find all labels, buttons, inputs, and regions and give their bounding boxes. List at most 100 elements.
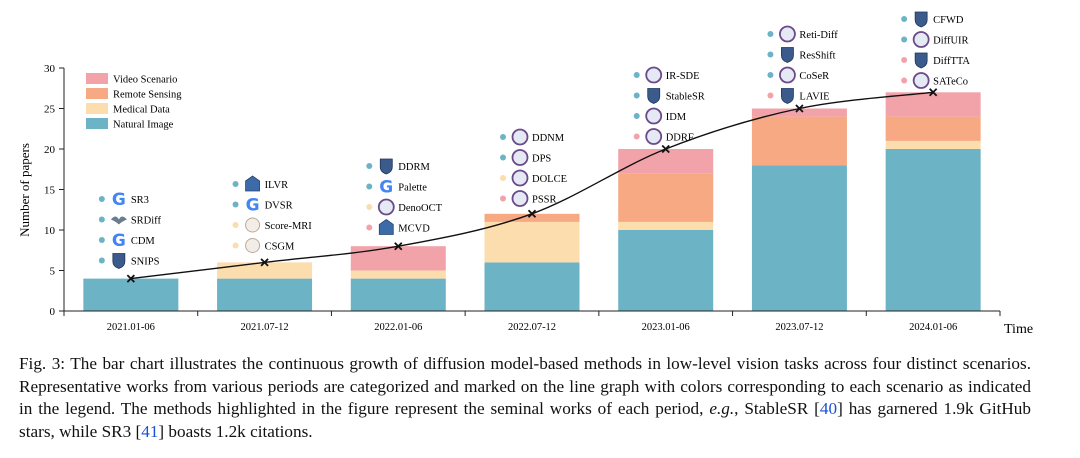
- seal-icon: [645, 66, 663, 84]
- trend-marker-2021.01-06: [126, 274, 135, 283]
- circle-icon: [245, 238, 261, 253]
- annotation-group-2021.07-12: ILVR G DVSR Score-MRI CSGM: [232, 175, 313, 253]
- method-label-dps: DPS: [532, 154, 551, 165]
- bar-natural-image-2022.01-06: [350, 278, 446, 311]
- citation-link-40[interactable]: 40: [819, 399, 838, 418]
- method-label-score-mri: Score-MRI: [265, 221, 313, 232]
- method-label-dvsr: DVSR: [265, 201, 293, 212]
- annotations-layer: G SR3 SRDiff G CDM SNIPS ILVR G DVSR Score-MRI CSG…: [98, 11, 970, 269]
- trend-marker-2024.01-06: [929, 88, 938, 97]
- caption-text-3: ] has garnered 1.9k GitHub stars, while …: [19, 399, 1031, 441]
- x-tick-label-2021.07-12: 2021.07-12: [241, 322, 289, 333]
- y-tick-label-15: 15: [44, 185, 56, 197]
- google-icon: G: [246, 196, 260, 216]
- legend-label-video: Video Scenario: [113, 75, 177, 86]
- method-label-ir-sde: IR-SDE: [666, 71, 700, 82]
- bars-layer: [83, 92, 981, 311]
- method-dot-srdiff: [98, 216, 105, 223]
- method-label-cfwd: CFWD: [933, 15, 964, 26]
- method-label-reti-diff: Reti-Diff: [799, 30, 838, 41]
- method-label-sateco: SATeCo: [933, 77, 968, 88]
- seal-icon: [511, 190, 529, 207]
- method-label-lavie: LAVIE: [799, 92, 829, 103]
- bar-natural-image-2021.01-06: [83, 278, 179, 311]
- method-label-dolce: DOLCE: [532, 174, 567, 185]
- citation-link-41[interactable]: 41: [141, 421, 159, 441]
- method-label-cdm: CDM: [131, 236, 156, 247]
- method-label-mcvd: MCVD: [398, 224, 430, 235]
- annotation-group-2023.07-12: Reti-Diff ResShift CoSeR LAVIE: [767, 25, 838, 104]
- bar-medical-data-2022.07-12: [484, 221, 580, 263]
- method-label-srdiff: SRDiff: [131, 216, 162, 227]
- method-dot-difftta: [901, 57, 908, 63]
- y-axis-title: Number of papers: [17, 143, 32, 237]
- trend-marker-2023.01-06: [661, 144, 670, 154]
- method-dot-denooct: [366, 204, 373, 210]
- trend-marker-2022.07-12: [527, 209, 537, 218]
- method-dot-diffuir: [901, 36, 908, 43]
- seal-icon: [779, 25, 796, 43]
- legend-swatch-remote: [86, 88, 108, 99]
- bar-remote-sensing-2023.01-06: [618, 173, 714, 222]
- method-label-sr3: SR3: [131, 195, 149, 206]
- method-dot-reti-diff: [767, 31, 774, 37]
- axes-layer: 0 5 10 15 20 25 30 2021.01-06 2021.07-12 2022.01-…: [44, 63, 1001, 333]
- annotation-group-2022.07-12: DDNM DPS DOLCE PSSR: [500, 128, 567, 207]
- y-tick-label-0: 0: [50, 306, 56, 318]
- x-tick-label-2022.01-06: 2022.01-06: [374, 322, 422, 333]
- google-icon: G: [112, 231, 126, 251]
- method-dot-ddnm: [500, 134, 506, 140]
- y-tick-label-10: 10: [44, 225, 56, 237]
- bird-icon: [110, 216, 127, 225]
- method-dot-cfwd: [901, 16, 908, 22]
- trend-marker-2021.07-12: [260, 258, 269, 267]
- shield-icon: [781, 47, 794, 63]
- method-dot-ddrf: [633, 133, 640, 140]
- method-dot-score-mri: [232, 222, 239, 228]
- y-tick-label-30: 30: [44, 63, 56, 75]
- method-dot-idm: [633, 113, 640, 119]
- shield-icon: [914, 11, 928, 28]
- google-icon: G: [379, 178, 393, 198]
- bar-medical-data-2024.01-06: [885, 140, 981, 149]
- x-tick-label-2024.01-06: 2024.01-06: [909, 322, 957, 333]
- method-label-ddnm: DDNM: [532, 133, 565, 144]
- seal-icon: [377, 198, 395, 216]
- seal-icon: [511, 149, 529, 166]
- method-label-coser: CoSeR: [799, 71, 829, 82]
- annotation-group-2023.01-06: IR-SDE StableSR IDM DDRF: [633, 66, 705, 145]
- legend-swatch-natural: [86, 118, 108, 129]
- bar-natural-image-2022.07-12: [484, 262, 580, 311]
- shield-icon: [647, 88, 661, 104]
- seal-icon: [912, 31, 930, 48]
- legend-label-medical: Medical Data: [113, 105, 170, 116]
- method-label-resshift: ResShift: [799, 51, 835, 62]
- legend-swatch-video: [86, 73, 108, 84]
- bar-medical-data-2021.07-12: [217, 262, 313, 279]
- method-label-snips: SNIPS: [131, 257, 160, 268]
- bar-medical-data-2023.01-06: [618, 221, 714, 230]
- caption-text-1: The bar chart illustrates the continuous…: [19, 354, 1031, 418]
- method-dot-snips: [98, 257, 105, 264]
- method-dot-resshift: [767, 51, 774, 58]
- caption-text-4: ] boasts 1.2k citations.: [158, 421, 313, 441]
- method-dot-csgm: [232, 242, 239, 249]
- caption-paragraph: Fig. 3: The bar chart illustrates the co…: [19, 353, 1031, 443]
- annotation-group-2024.01-06: CFWD DiffUIR DiffTTA SATeCo: [901, 11, 970, 89]
- seal-icon: [511, 128, 529, 146]
- bar-remote-sensing-2023.07-12: [751, 116, 847, 166]
- seal-icon: [779, 66, 796, 84]
- method-dot-cdm: [98, 237, 105, 243]
- x-tick-label-2023.07-12: 2023.07-12: [775, 322, 823, 333]
- bar-natural-image-2023.01-06: [618, 230, 714, 311]
- method-label-ddrf: DDRF: [666, 133, 694, 144]
- method-dot-dolce: [500, 175, 506, 181]
- annotation-group-2022.01-06: DDRM G Palette DenoOCT MCVD: [366, 158, 443, 235]
- y-tick-label-25: 25: [44, 104, 56, 116]
- seal-icon: [645, 128, 663, 145]
- caption-fig-label: Fig. 3:: [19, 354, 66, 373]
- shield-icon: [914, 52, 928, 69]
- bar-remote-sensing-2022.07-12: [484, 213, 580, 222]
- method-label-stablesr: StableSR: [666, 92, 705, 103]
- trend-marker-2022.01-06: [394, 242, 403, 251]
